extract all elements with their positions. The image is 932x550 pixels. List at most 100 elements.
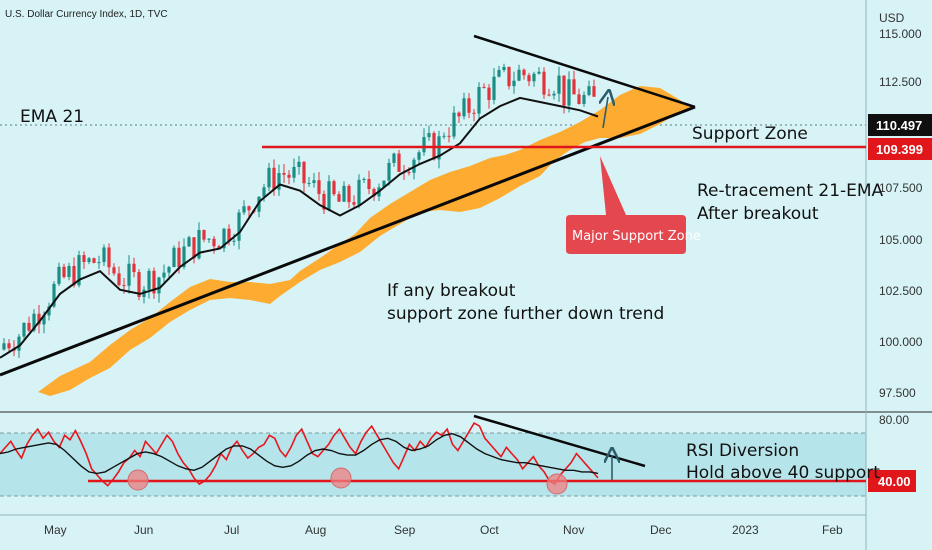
rsi-ma-line	[0, 432, 599, 475]
candle-body	[52, 283, 56, 307]
candle-body	[267, 167, 271, 188]
candle-body	[522, 69, 526, 76]
y-tick-97500: 97.500	[879, 386, 916, 400]
candle-body	[207, 238, 211, 240]
candle-body	[527, 75, 531, 82]
candle-body	[362, 178, 366, 180]
candle-body	[97, 262, 101, 264]
candle-body	[72, 265, 76, 286]
candle-body	[502, 66, 506, 70]
candle-body	[237, 212, 241, 241]
candle-body	[22, 322, 26, 337]
candle-body	[342, 185, 346, 202]
candle-body	[177, 247, 181, 268]
candle-body	[322, 193, 326, 210]
candle-body	[347, 185, 351, 203]
annotation-retracement: Re-tracement 21-EMA	[697, 181, 884, 201]
candle-body	[387, 162, 391, 181]
candle-body	[197, 230, 201, 259]
support-price-tag: 109.399	[876, 142, 923, 157]
candle-body	[212, 238, 216, 247]
candle-body	[7, 343, 11, 349]
candle-body	[57, 266, 61, 284]
candle-body	[357, 179, 361, 205]
candle-body	[537, 71, 541, 74]
candle-body	[167, 267, 171, 273]
ichimoku-cloud	[38, 86, 692, 396]
candle-body	[82, 255, 86, 262]
candle-body	[202, 230, 206, 240]
candle-body	[352, 202, 356, 205]
support-price-tag-bg	[868, 138, 932, 160]
candle-body	[27, 322, 31, 331]
x-tick-oct: Oct	[480, 523, 499, 537]
y-tick-105000: 105.000	[879, 233, 923, 247]
candle-body	[477, 86, 481, 114]
candle-body	[592, 86, 596, 97]
candle-body	[287, 174, 291, 178]
annotation-after-breakout: After breakout	[697, 204, 819, 224]
candle-body	[87, 258, 91, 262]
time-axis-bg	[0, 515, 866, 550]
candle-body	[247, 206, 251, 211]
candle-body	[307, 183, 311, 185]
y-tick-102500: 102.500	[879, 284, 923, 298]
annotation-if-breakout: If any breakout	[387, 281, 516, 301]
candle-body	[512, 80, 516, 87]
candle-body	[292, 166, 296, 178]
rsi-line	[0, 422, 599, 487]
candle-body	[447, 135, 451, 137]
candle-body	[407, 172, 411, 174]
y-tick-100000: 100.000	[879, 335, 923, 349]
candle-body	[542, 71, 546, 95]
x-tick-nov: Nov	[563, 523, 584, 537]
rsi-support-tag: 40.00	[878, 474, 911, 489]
candle-body	[302, 161, 306, 184]
candle-body	[162, 272, 166, 278]
rsi-low-marker-2	[330, 467, 352, 489]
candle-body	[152, 270, 156, 294]
candle-body	[417, 152, 421, 160]
candle-body	[367, 178, 371, 190]
annotation-hold-above-40: Hold above 40 support	[686, 463, 880, 483]
breakout-arrow	[603, 97, 608, 129]
candle-body	[557, 75, 561, 94]
candle-body	[297, 161, 301, 167]
candle-body	[192, 237, 196, 259]
candle-body	[467, 98, 471, 113]
candle-body	[462, 98, 466, 117]
x-tick-aug: Aug	[305, 523, 326, 537]
candle-body	[187, 237, 191, 247]
rsi-low-marker-3	[546, 473, 568, 495]
currency-label: USD	[879, 11, 905, 25]
price-axis-bg	[866, 0, 932, 550]
last-price-tag: 110.497	[876, 118, 922, 133]
candle-body	[272, 167, 276, 190]
candle-body	[137, 272, 141, 297]
candle-body	[442, 135, 446, 137]
major-support-callout-bg	[566, 156, 686, 254]
candle-body	[157, 277, 161, 294]
candle-body	[147, 270, 151, 290]
chart-title: U.S. Dollar Currency Index, 1D, TVC	[5, 9, 168, 20]
candle-body	[37, 313, 41, 325]
upper-trend-line	[473, 34, 696, 109]
candle-body	[227, 228, 231, 242]
y-tick-107500: 107.500	[879, 181, 923, 195]
candle-body	[317, 180, 321, 194]
candle-body	[217, 246, 221, 249]
trend-support-line	[0, 105, 696, 377]
candle-body	[452, 112, 456, 137]
y-tick-115: 115.000	[879, 27, 922, 41]
candle-body	[132, 263, 136, 273]
candle-body	[67, 265, 71, 278]
candle-body	[457, 112, 461, 117]
candle-body	[567, 79, 571, 106]
last-price-tag-bg	[868, 114, 932, 136]
candle-body	[112, 267, 116, 274]
candle-body	[532, 73, 536, 82]
major-support-callout: Major Support Zone	[572, 229, 701, 244]
x-tick-may: May	[44, 523, 67, 537]
